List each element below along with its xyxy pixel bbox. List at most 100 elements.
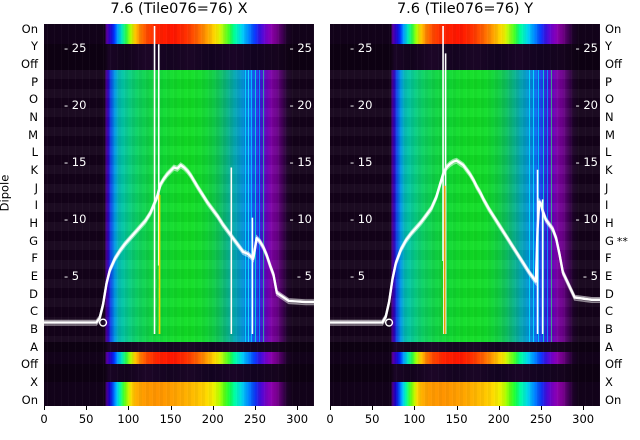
heatmap-panel-x[interactable]: 0- 5- 10- 15- 20- 25 0- 5- 10- 15- 20- 2… (44, 24, 314, 406)
category-label-left-17: B (30, 321, 40, 336)
category-label-right-21: On (602, 392, 622, 407)
x-tick-mark (456, 406, 458, 410)
band-texture (330, 364, 600, 382)
x-tick-label: 100 (403, 412, 426, 426)
x-tick-label: 200 (201, 412, 224, 426)
panel-separator (314, 24, 330, 406)
category-label-text: On (21, 392, 38, 407)
y-tick-label: - 25 (575, 40, 598, 55)
heatmap-gap-band-lower (330, 342, 600, 352)
x-tick-mark (297, 406, 299, 410)
category-label-text: On (605, 21, 622, 36)
category-label-text: B (605, 321, 613, 336)
band-texture (330, 342, 600, 352)
category-label-text: L (605, 145, 612, 160)
category-label-text: C (29, 304, 38, 319)
x-tick-label: 50 (78, 412, 94, 426)
category-label-text: H (605, 215, 614, 230)
x-tick-label: 250 (243, 412, 266, 426)
y-tick-label: - 10 (350, 211, 373, 226)
x-tick-mark (498, 406, 500, 410)
category-label-left-10: I (34, 198, 40, 213)
y-tick-label: - 25 (350, 40, 373, 55)
x-tick-mark (170, 406, 172, 410)
x-tick-mark (44, 406, 45, 410)
category-label-text: K (30, 163, 38, 177)
category-label-text: On (21, 21, 38, 36)
category-label-text: X (30, 374, 38, 389)
category-label-right-5: N (602, 112, 614, 123)
category-label-right-20: X (602, 376, 613, 388)
category-label-left-8: K (30, 163, 40, 177)
category-label-text: P (605, 74, 612, 89)
category-label-left-19: Off (21, 359, 40, 370)
category-label-right-18: A (602, 339, 613, 354)
category-label-text: Off (605, 57, 622, 72)
x-tick-label: 0 (40, 412, 48, 426)
category-label-left-20: X (30, 374, 40, 389)
category-label-right-3: P (602, 74, 612, 89)
y-tick-label: - 15 (289, 154, 312, 169)
category-label-right-8: K (602, 164, 613, 176)
category-label-right-2: Off (602, 59, 622, 70)
category-label-text: N (605, 110, 614, 125)
category-label-left-5: N (29, 112, 40, 123)
category-label-text: D (605, 286, 614, 301)
category-label-left-21: On (21, 392, 40, 407)
category-label-text: N (29, 110, 38, 125)
category-label-left-15: D (29, 286, 40, 301)
category-label-left-1: Y (31, 41, 40, 53)
category-label-text: I (34, 198, 38, 213)
category-label-right-19: Off (602, 359, 622, 370)
category-label-right-4: O (602, 92, 615, 107)
category-label-right-6: M (602, 129, 615, 141)
y-tick-label: - 10 (575, 211, 598, 226)
category-label-left-13: F (31, 253, 40, 265)
category-label-text: P (31, 74, 38, 89)
heatmap-gap-band-lower (44, 342, 314, 352)
y-tick-label: - 5 (64, 268, 80, 283)
category-label-left-16: C (29, 304, 40, 319)
category-label-text: A (605, 339, 613, 354)
x-tick-label: 300 (572, 412, 595, 426)
y-tick-label: - 15 (350, 154, 373, 169)
category-label-text: On (605, 392, 622, 407)
heatmap-secondary-strip (44, 352, 314, 364)
strip-texture (330, 352, 600, 364)
y-tick-label: - 5 (582, 268, 598, 283)
category-label-text: I (605, 198, 609, 213)
x-tick-mark (330, 406, 331, 410)
category-label-text: Off (21, 57, 38, 72)
left-category-axis: On Y Off P O N M L K J I H G F E D C B A Off X On (4, 21, 40, 407)
x-tick-label: 150 (445, 412, 468, 426)
category-label-text: H (29, 215, 38, 230)
category-label-left-12: G (29, 233, 40, 248)
strip-texture (330, 382, 600, 406)
category-label-right-0: On (602, 21, 622, 36)
panel-title-y: 7.6 (Tile076=76) Y (396, 1, 534, 17)
category-label-right-12: G ** (602, 235, 628, 247)
category-label-text: Y (605, 39, 613, 54)
category-label-left-7: L (32, 147, 40, 159)
heatmap-bottom-strip (330, 382, 600, 406)
y-tick-label: - 10 (64, 211, 87, 226)
category-label-right-11: H (602, 215, 614, 230)
x-tick-label: 300 (286, 412, 309, 426)
category-label-text: O (605, 92, 615, 107)
category-label-text: B (30, 321, 38, 336)
heatmap-panel-y[interactable]: 0- 5- 10- 15- 20- 25 0- 5- 10- 15- 20- 2… (330, 24, 600, 406)
y-tick-label: - 25 (64, 40, 87, 55)
heatmap-bottom-strip (44, 382, 314, 406)
strip-texture (44, 352, 314, 364)
category-label-left-14: E (31, 270, 40, 282)
category-label-left-11: H (29, 215, 40, 230)
category-label-text: G (29, 233, 38, 248)
category-label-right-14: E (602, 270, 612, 282)
x-tick-mark (583, 406, 585, 410)
category-label-right-15: D (602, 286, 614, 301)
band-texture (44, 364, 314, 382)
band-texture (44, 342, 314, 352)
category-label-text: D (29, 286, 38, 301)
category-label-right-10: I (602, 198, 609, 213)
